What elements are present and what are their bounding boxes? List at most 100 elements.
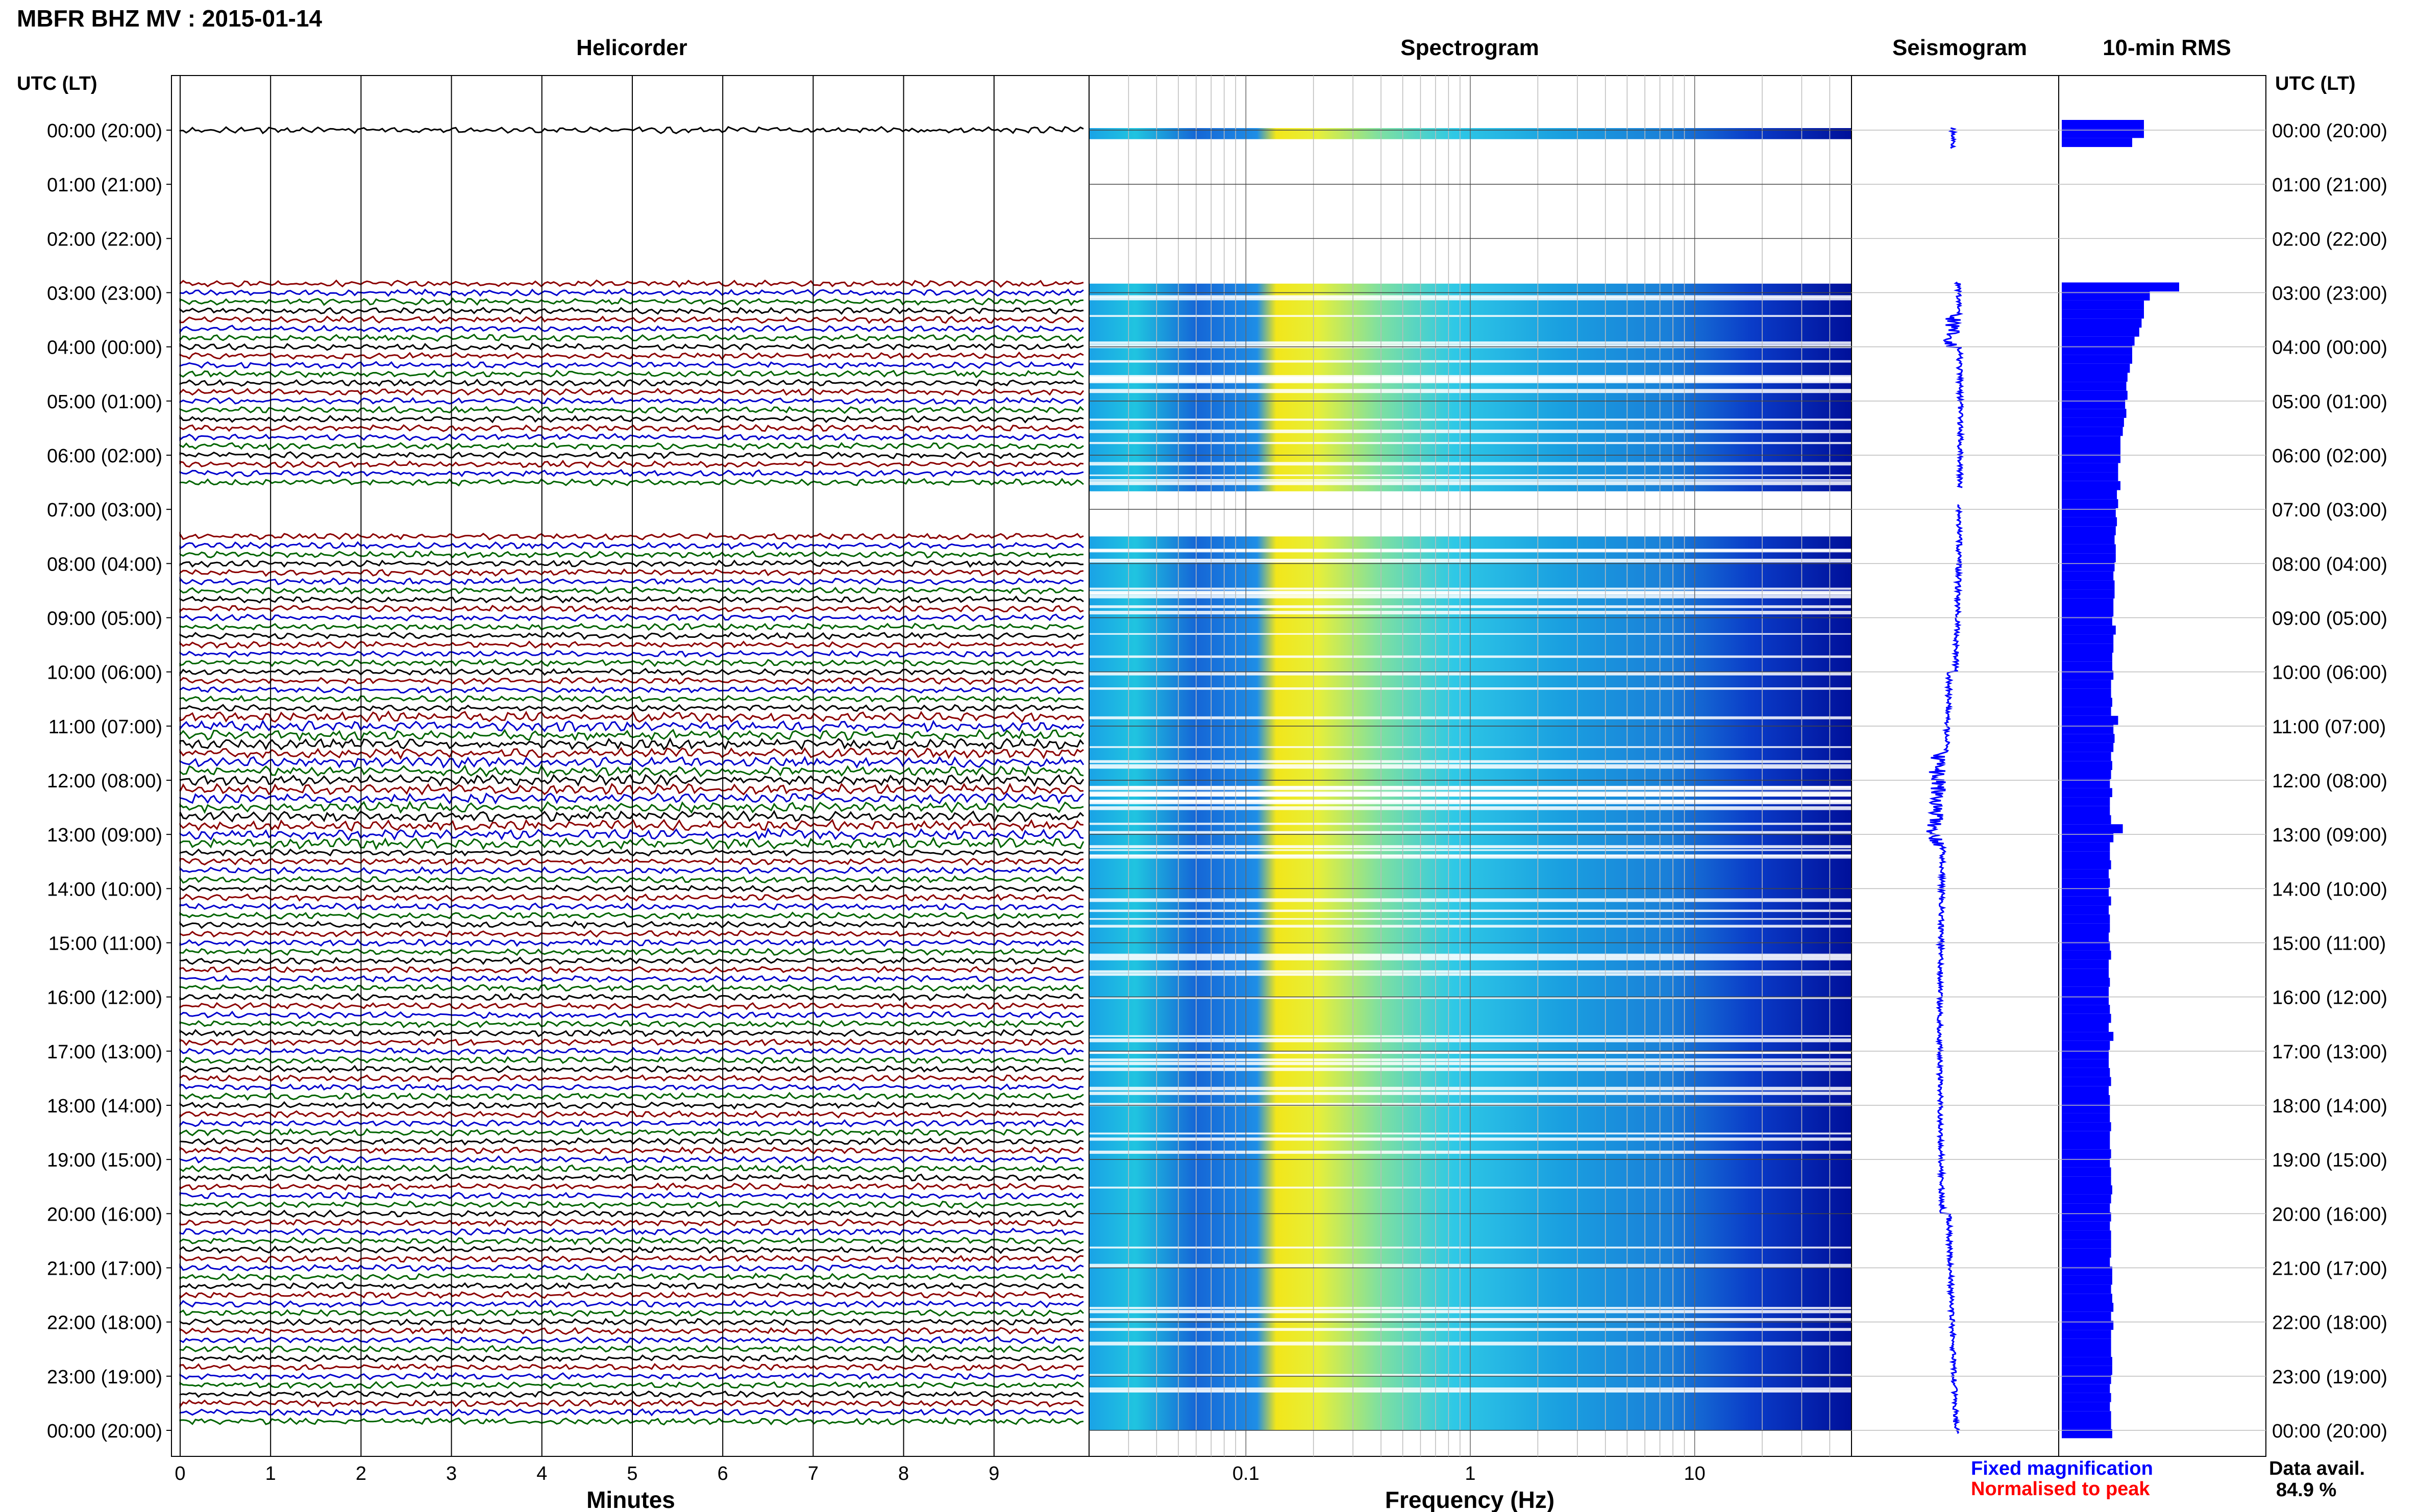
helicorder-trace bbox=[179, 1002, 1084, 1010]
helicorder-trace bbox=[179, 884, 1084, 893]
rms-bar bbox=[2062, 472, 2118, 481]
helicorder-trace bbox=[179, 342, 1084, 351]
helicorder-trace bbox=[179, 568, 1084, 577]
time-label-right: 18:00 (14:00) bbox=[2272, 1096, 2387, 1117]
helicorder-trace bbox=[179, 1308, 1084, 1317]
rms-bar bbox=[2062, 996, 2109, 1005]
rms-bar bbox=[2062, 688, 2111, 698]
time-label-right: 00:00 (20:00) bbox=[2272, 1421, 2387, 1442]
helicorder-trace bbox=[179, 1336, 1084, 1345]
time-label-left: 01:00 (21:00) bbox=[47, 175, 162, 196]
rms-bar bbox=[2062, 526, 2116, 535]
helicorder-trace bbox=[179, 1327, 1084, 1335]
helicorder-trace bbox=[179, 1245, 1084, 1254]
rms-bar bbox=[2062, 1294, 2112, 1303]
helicorder-trace bbox=[179, 1390, 1084, 1399]
helicorder-trace bbox=[179, 623, 1084, 631]
time-label-left: 00:00 (20:00) bbox=[47, 120, 162, 142]
rms-bar bbox=[2062, 382, 2127, 391]
helicorder-trace bbox=[179, 1263, 1084, 1272]
helicorder-trace bbox=[179, 1056, 1084, 1064]
rms-bar bbox=[2062, 1167, 2111, 1177]
helicorder-trace bbox=[179, 695, 1084, 703]
helicorder-trace bbox=[179, 686, 1084, 695]
time-label-left: 22:00 (18:00) bbox=[47, 1312, 162, 1334]
rms-bar bbox=[2062, 1330, 2111, 1339]
helicorder-trace bbox=[179, 1236, 1084, 1246]
rms-bar bbox=[2062, 1140, 2110, 1150]
rms-bar bbox=[2062, 544, 2116, 554]
legend-normalised-to-peak: Normalised to peak bbox=[1971, 1478, 2150, 1500]
rms-bar bbox=[2062, 1032, 2114, 1041]
time-label-right: 12:00 (08:00) bbox=[2272, 771, 2387, 792]
helicorder-trace bbox=[179, 1254, 1084, 1263]
helicorder-trace bbox=[179, 396, 1084, 405]
rms-bar bbox=[2062, 454, 2120, 463]
rms-bar bbox=[2062, 1113, 2110, 1123]
rms-bar bbox=[2062, 1411, 2111, 1420]
rms-bar bbox=[2062, 499, 2118, 508]
rms-bar bbox=[2062, 1275, 2112, 1285]
time-label-left: 19:00 (15:00) bbox=[47, 1150, 162, 1171]
helicorder-trace bbox=[179, 279, 1084, 288]
time-label-right: 13:00 (09:00) bbox=[2272, 825, 2387, 846]
helicorder-trace bbox=[179, 782, 1084, 796]
rms-bar bbox=[2062, 725, 2114, 734]
rms-bar bbox=[2062, 417, 2124, 427]
rms-bar bbox=[2062, 1420, 2111, 1429]
rms-bar bbox=[2062, 680, 2111, 689]
rms-bar bbox=[2062, 1212, 2111, 1222]
time-label-left: 23:00 (19:00) bbox=[47, 1367, 162, 1388]
rms-bar bbox=[2062, 1050, 2109, 1059]
helicorder-trace bbox=[179, 911, 1084, 920]
rms-bar bbox=[2062, 932, 2109, 942]
rms-bar bbox=[2062, 1023, 2109, 1032]
minute-tick-label: 3 bbox=[446, 1463, 457, 1484]
helicorder-trace bbox=[179, 414, 1084, 424]
rms-bar bbox=[2062, 129, 2144, 138]
rms-bar bbox=[2062, 1366, 2112, 1375]
time-label-right: 01:00 (21:00) bbox=[2272, 175, 2387, 196]
rms-bar bbox=[2062, 779, 2110, 788]
helicorder-trace bbox=[179, 930, 1084, 938]
rms-bar bbox=[2062, 806, 2110, 815]
rms-bar bbox=[2062, 1393, 2111, 1402]
rms-bar bbox=[2062, 373, 2128, 382]
time-label-left: 10:00 (06:00) bbox=[47, 662, 162, 684]
rms-bar bbox=[2062, 1321, 2114, 1330]
frequency-axis-label: Frequency (Hz) bbox=[1385, 1486, 1554, 1512]
rms-bar bbox=[2062, 923, 2110, 933]
helicorder-trace bbox=[179, 307, 1084, 315]
rms-bar bbox=[2062, 1122, 2111, 1131]
rms-bar bbox=[2062, 833, 2114, 842]
helicorder-trace bbox=[179, 1209, 1084, 1218]
rms-bar bbox=[2062, 1077, 2111, 1086]
helicorder-trace bbox=[179, 613, 1084, 622]
helicorder-trace bbox=[179, 965, 1084, 974]
helicorder-trace bbox=[179, 531, 1084, 541]
helicorder-trace bbox=[179, 827, 1084, 841]
helicorder-trace bbox=[179, 1137, 1084, 1146]
helicorder-trace bbox=[179, 424, 1084, 432]
time-label-left: 07:00 (03:00) bbox=[47, 500, 162, 521]
helicorder-trace bbox=[179, 1182, 1084, 1191]
helicorder-trace bbox=[179, 756, 1084, 769]
helicorder-layer bbox=[179, 126, 1084, 1426]
helicorder-trace bbox=[179, 333, 1084, 342]
time-label-left: 15:00 (11:00) bbox=[48, 933, 162, 955]
rms-bar bbox=[2062, 1357, 2112, 1366]
legend-fixed-magnification: Fixed magnification bbox=[1971, 1458, 2153, 1479]
rms-bar bbox=[2062, 1267, 2112, 1276]
time-label-right: 05:00 (01:00) bbox=[2272, 391, 2387, 413]
time-label-right: 23:00 (19:00) bbox=[2272, 1367, 2387, 1388]
time-label-right: 15:00 (11:00) bbox=[2272, 933, 2386, 955]
rms-bar bbox=[2062, 490, 2117, 500]
rms-bar bbox=[2062, 553, 2116, 562]
rms-bar bbox=[2062, 571, 2114, 581]
rms-bar bbox=[2062, 1303, 2114, 1312]
rms-bar bbox=[2062, 1185, 2112, 1195]
time-label-left: 13:00 (09:00) bbox=[47, 825, 162, 846]
helicorder-trace bbox=[179, 640, 1084, 649]
time-label-right: 20:00 (16:00) bbox=[2272, 1204, 2387, 1225]
helicorder-trace bbox=[179, 361, 1084, 369]
